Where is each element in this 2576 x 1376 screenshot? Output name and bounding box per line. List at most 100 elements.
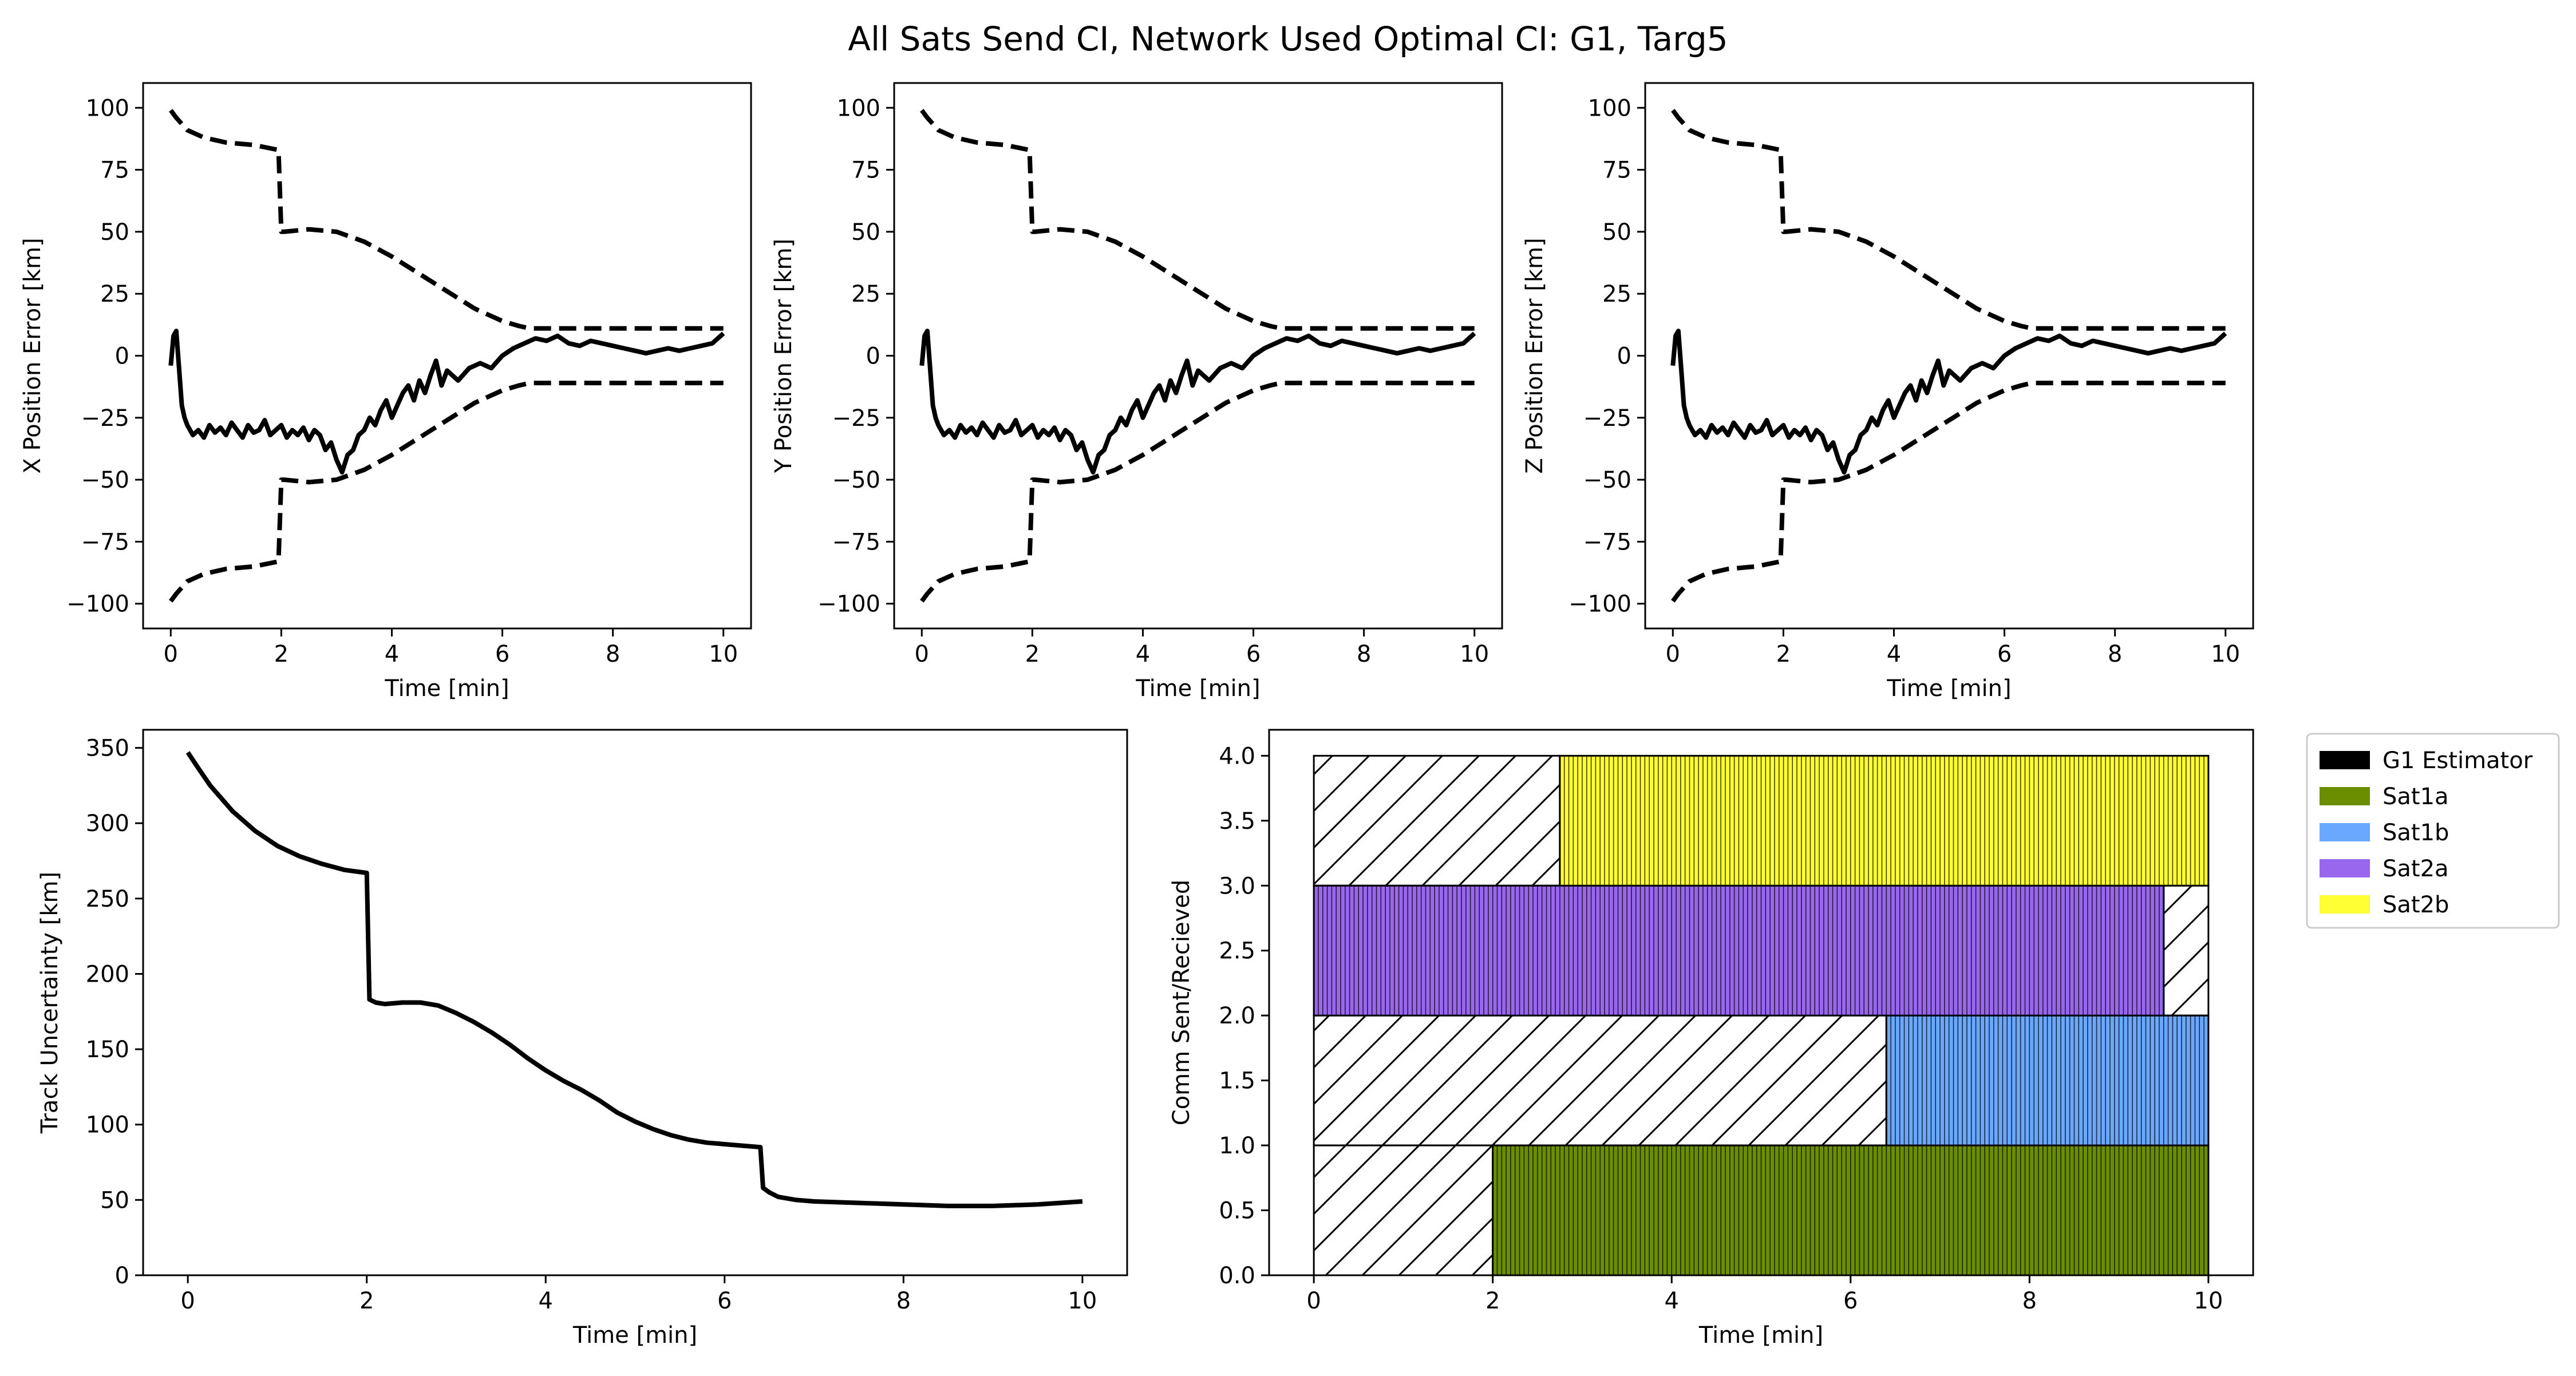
x-tick-label: 10 [2211, 641, 2240, 667]
x-tick-label: 2 [1025, 641, 1040, 667]
x-tick-label: 6 [1246, 641, 1261, 667]
y-tick-label: 100 [837, 95, 880, 121]
x-tick-label: 0 [180, 1288, 195, 1314]
bound-line [1671, 109, 2226, 331]
x-axis-label: Time [min] [384, 675, 509, 702]
bound-line [169, 109, 724, 331]
y-tick-label: −25 [832, 405, 880, 432]
y-tick-label: 50 [100, 1187, 129, 1213]
legend-swatch [2320, 823, 2370, 841]
legend-swatch [2320, 751, 2370, 769]
x-tick-label: 8 [2022, 1288, 2037, 1314]
axes-frame [1268, 729, 2254, 1276]
hatched-bar [1313, 754, 1561, 887]
legend-swatch [2320, 787, 2370, 805]
legend-label: G1 Estimator [2383, 748, 2533, 774]
y-tick-label: 0.0 [1219, 1263, 1255, 1289]
chart-panel-3: 0 2 4 6 8 10 −100 −75 −50 −25 0 25 50 75 100 Time [min]… [1522, 82, 2254, 702]
y-tick-label: 75 [1602, 157, 1631, 184]
x-tick-label: 8 [1357, 641, 1371, 667]
x-tick-label: 4 [539, 1288, 553, 1314]
x-tick-label: 8 [896, 1288, 911, 1314]
x-tick-label: 6 [1843, 1288, 1858, 1314]
y-tick-label: 0 [115, 343, 129, 370]
x-tick-label: 4 [1887, 641, 1901, 667]
axes-frame [142, 729, 1128, 1276]
y-tick-label: 0 [866, 343, 880, 370]
legend-frame [2306, 733, 2560, 929]
legend-label: Sat2a [2383, 856, 2449, 882]
hatched-bar [2163, 884, 2210, 1017]
x-tick-label: 2 [1776, 641, 1791, 667]
y-tick-label: 250 [86, 886, 129, 912]
legend-swatch [2320, 895, 2370, 914]
x-tick-label: 0 [915, 641, 929, 667]
y-tick-label: −100 [817, 591, 880, 618]
x-tick-label: 4 [1665, 1288, 1679, 1314]
y-tick-label: 150 [86, 1037, 129, 1063]
bound-line [169, 381, 724, 603]
y-tick-label: −75 [1583, 529, 1631, 555]
legend-label: Sat1a [2383, 784, 2449, 810]
y-axis-label: Comm Sent/Recieved [1168, 880, 1195, 1126]
x-tick-label: 10 [709, 641, 738, 667]
y-tick-label: 2.5 [1219, 938, 1255, 964]
x-tick-label: 2 [274, 641, 289, 667]
bound-line [1671, 381, 2226, 603]
y-tick-label: −25 [81, 405, 129, 432]
y-tick-label: 4.0 [1219, 743, 1255, 769]
bound-line [920, 109, 1475, 331]
error-line [1670, 329, 2227, 475]
figure-title: All Sats Send CI, Network Used Optimal C… [848, 19, 1728, 58]
x-tick-label: 8 [2108, 641, 2122, 667]
y-tick-label: 50 [851, 219, 880, 246]
x-tick-label: 4 [385, 641, 399, 667]
legend-swatch [2320, 859, 2370, 877]
y-tick-label: −75 [832, 529, 880, 555]
y-axis-label: Z Position Error [km] [1522, 238, 1548, 473]
y-tick-label: −75 [81, 529, 129, 555]
y-tick-label: 200 [86, 961, 129, 987]
y-tick-label: 75 [100, 157, 129, 184]
x-tick-label: 10 [2194, 1288, 2223, 1314]
x-axis-label: Time [min] [1698, 1322, 1823, 1349]
bound-line [920, 381, 1475, 603]
x-tick-label: 6 [717, 1288, 732, 1314]
y-tick-label: 2.0 [1219, 1003, 1255, 1029]
x-tick-label: 2 [359, 1288, 374, 1314]
y-tick-label: 75 [851, 157, 880, 184]
y-tick-label: −100 [66, 591, 129, 618]
x-tick-label: 0 [1306, 1288, 1321, 1314]
y-tick-label: 50 [1602, 219, 1631, 246]
y-tick-label: 50 [100, 219, 129, 246]
chart-panel-5: 0 2 4 6 8 10 0.0 0.5 1.0 1.5 2.0 2.5 3.0 3.5 4.0 Time [… [1168, 729, 2560, 1349]
y-tick-label: −25 [1583, 405, 1631, 432]
y-tick-label: 25 [1602, 281, 1631, 307]
chart-panel-2: 0 2 4 6 8 10 −100 −75 −50 −25 0 25 50 75 100 Time [min]… [771, 82, 1503, 702]
chart-panel-1: 0 2 4 6 8 10 −100 −75 −50 −25 0 25 50 75 100 Time [min]… [19, 82, 752, 702]
error-line [168, 329, 725, 475]
x-tick-label: 2 [1485, 1288, 1500, 1314]
x-axis-label: Time [min] [572, 1322, 697, 1349]
legend-label: Sat1b [2383, 820, 2449, 846]
x-axis-label: Time [min] [1135, 675, 1260, 702]
x-axis-label: Time [min] [1886, 675, 2011, 702]
y-tick-label: 1.0 [1219, 1133, 1255, 1159]
axes-frame [142, 82, 752, 630]
y-tick-label: 0 [1617, 343, 1631, 370]
legend: G1 Estimator Sat1a Sat1b Sat2a Sat2b [2306, 733, 2560, 929]
comm-bar [1559, 754, 2210, 887]
y-tick-label: −50 [832, 467, 880, 493]
hatched-bar [1313, 1014, 1887, 1146]
y-tick-label: 100 [1588, 95, 1631, 121]
x-tick-label: 10 [1068, 1288, 1097, 1314]
error-line [185, 751, 1083, 1208]
y-tick-label: 300 [86, 810, 129, 837]
y-tick-label: 3.5 [1219, 808, 1255, 835]
y-axis-label: Track Uncertainty [km] [37, 872, 63, 1134]
y-tick-label: 0 [115, 1263, 129, 1289]
y-tick-label: 25 [851, 281, 880, 307]
